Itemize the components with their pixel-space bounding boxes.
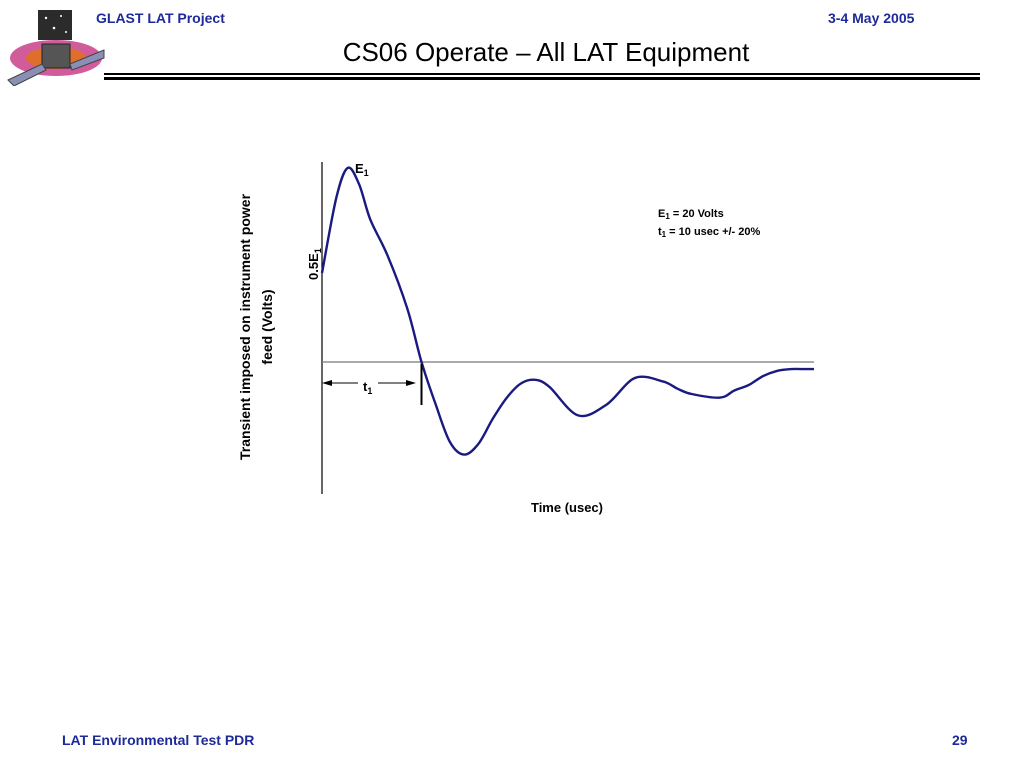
x-axis-label: Time (usec) <box>531 500 603 515</box>
y-axis-label-line2: feed (Volts) <box>259 289 275 364</box>
y-axis-label-line1: Transient imposed on instrument power <box>237 193 253 460</box>
peak-label: E1 <box>355 161 369 178</box>
project-name: GLAST LAT Project <box>96 10 225 26</box>
glast-satellite-logo-icon <box>7 10 105 86</box>
header-rule-thick <box>104 77 980 80</box>
half-amplitude-label: 0.5E1 <box>306 248 323 280</box>
spec-voltage: E1 = 20 Volts <box>658 208 724 221</box>
t1-label-bg <box>358 378 378 392</box>
t1-arrow-left <box>322 380 332 386</box>
page-number: 29 <box>952 732 968 748</box>
t1-label: t1 <box>363 379 372 396</box>
header-rule <box>104 73 980 75</box>
t1-arrow-right <box>406 380 416 386</box>
header-date: 3-4 May 2005 <box>828 10 915 26</box>
page-title: CS06 Operate – All LAT Equipment <box>342 37 750 67</box>
transient-series-line <box>320 166 814 456</box>
footer-left: LAT Environmental Test PDR <box>62 732 255 748</box>
spec-duration: t1 = 10 usec +/- 20% <box>658 226 761 239</box>
